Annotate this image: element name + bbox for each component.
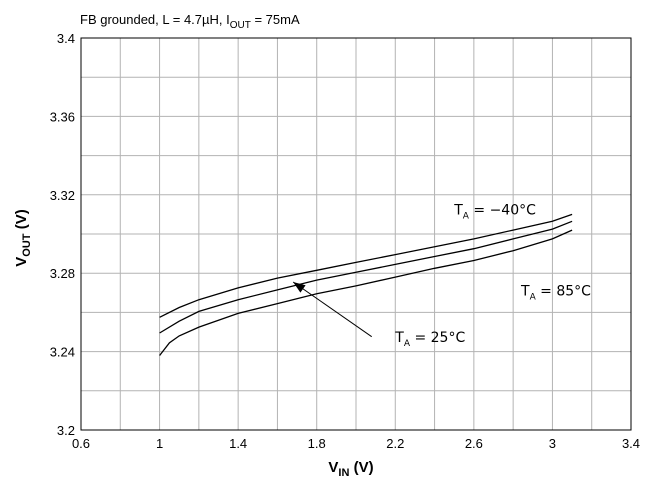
y-tick-label: 3.24 [50, 345, 75, 360]
x-axis-title-sub: IN [338, 467, 349, 478]
y-tick-labels: 3.23.243.283.323.363.4 [50, 31, 75, 438]
x-tick-label: 2.2 [386, 436, 404, 451]
x-tick-label: 3 [549, 436, 556, 451]
x-axis-title: VIN (V) [328, 459, 373, 478]
chart-conditions: FB grounded, L = 4.7µH, IOUT = 75mA [80, 12, 300, 31]
x-tick-label: 3.4 [622, 436, 640, 451]
x-axis-title-main: V [328, 459, 338, 476]
conditions-prefix: FB grounded, L = 4.7µH, I [80, 12, 230, 27]
series-annotation-1: TA = −40°C [453, 202, 536, 221]
x-axis-title-unit: (V) [349, 459, 373, 476]
y-axis-title: VOUT (V) [13, 209, 33, 266]
y-tick-label: 3.28 [50, 266, 75, 281]
y-axis-title-main: V [13, 257, 30, 267]
y-tick-label: 3.36 [50, 109, 75, 124]
x-tick-label: 1.8 [308, 436, 326, 451]
y-axis-title-unit: (V) [13, 209, 30, 233]
series-line-2 [160, 221, 572, 333]
y-tick-label: 3.32 [50, 188, 75, 203]
y-tick-label: 3.4 [57, 31, 75, 46]
series-line-1 [160, 214, 572, 317]
series-annotation-2: TA = 85°C [520, 284, 591, 303]
grid [81, 38, 631, 430]
y-axis-title-sub: OUT [21, 233, 33, 257]
x-tick-label: 1.4 [229, 436, 247, 451]
x-tick-labels: 0.6 1 1.4 1.8 2.2 2.6 3 3.4 [72, 436, 640, 451]
conditions-subscript: OUT [230, 20, 251, 31]
conditions-suffix: = 75mA [251, 12, 300, 27]
x-tick-label: 1 [156, 436, 163, 451]
series-annotation-3: TA = 25°C [394, 330, 465, 349]
x-tick-label: 0.6 [72, 436, 90, 451]
series-group [160, 214, 572, 355]
x-tick-label: 2.6 [465, 436, 483, 451]
